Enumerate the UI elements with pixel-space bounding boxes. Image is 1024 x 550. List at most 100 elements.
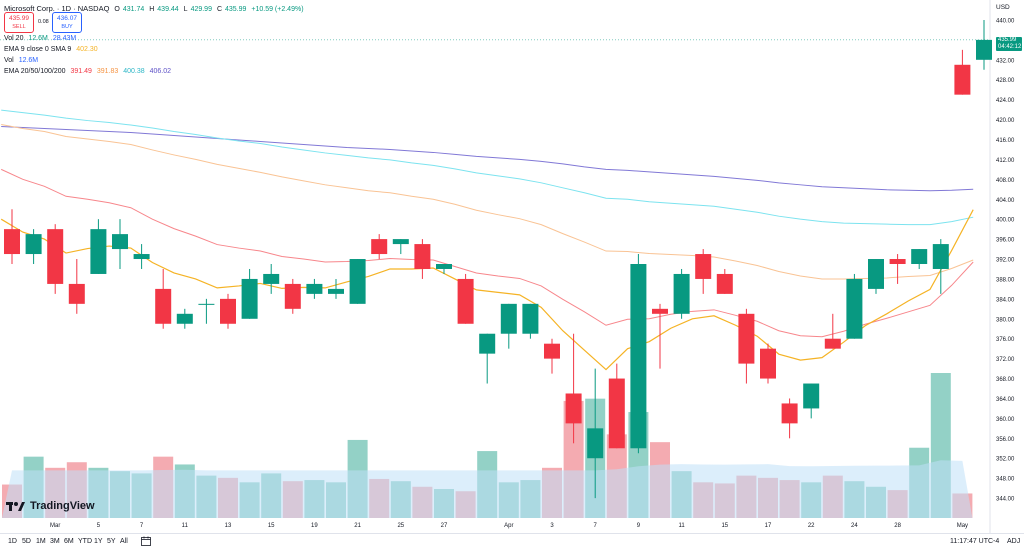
candle-body	[608, 378, 625, 449]
candle-body	[587, 428, 604, 459]
adjust-toggle[interactable]: ADJ	[1007, 538, 1021, 545]
buy-label: BUY	[61, 24, 73, 30]
timeframe-6m[interactable]: 6M	[64, 538, 74, 545]
candle-body	[112, 234, 128, 250]
timeframe-5d[interactable]: 5D	[22, 538, 31, 545]
y-tick-label: 416.00	[996, 138, 1015, 144]
candle-body	[695, 254, 712, 279]
candle-body	[392, 239, 409, 245]
ohlc-change-value: +10.59 (+2.49%)	[251, 6, 304, 13]
candle-body	[652, 308, 668, 314]
x-tick-label: 21	[354, 523, 361, 529]
bottom-toolbar: 1D 5D 1M 3M 6M YTD 1Y 5Y All 11:17:47 UT…	[0, 533, 1024, 550]
legend-ema-multi-row[interactable]: EMA 20/50/100/200 391.49 391.83 400.38 4…	[4, 68, 174, 75]
y-tick-label: 412.00	[996, 158, 1015, 164]
timeframe-1m[interactable]: 1M	[36, 538, 46, 545]
y-tick-label: 384.00	[996, 297, 1015, 303]
ohlc-close-label: C	[216, 6, 222, 13]
candle-body	[457, 278, 474, 324]
legend-ema9-row[interactable]: EMA 9 close 0 SMA 9 402.30	[4, 46, 101, 53]
timeframe-ytd[interactable]: YTD	[78, 538, 92, 545]
candle-body	[673, 273, 690, 314]
candle-body	[889, 259, 906, 264]
candle-body	[155, 288, 172, 324]
legend-vol2-row[interactable]: Vol 12.6M	[4, 57, 41, 64]
ohlc-high-label: H	[149, 6, 155, 13]
x-tick-label: 24	[851, 523, 858, 529]
volume-ma-area	[2, 460, 973, 518]
candle-body	[68, 283, 85, 304]
vol2-label: Vol	[4, 57, 14, 64]
clock-time[interactable]: 11:17:47 UTC-4	[950, 538, 1000, 545]
tradingview-logo-text: TradingView	[30, 500, 95, 512]
candle-body	[868, 259, 884, 289]
y-tick-label: 400.00	[996, 218, 1015, 224]
y-tick-label: 424.00	[996, 98, 1015, 104]
y-tick-label: 420.00	[996, 118, 1015, 124]
ema50-value: 391.83	[96, 68, 119, 75]
y-tick-label: 428.00	[996, 78, 1015, 84]
candle-body	[90, 229, 107, 274]
x-tick-label: Mar	[50, 523, 60, 529]
x-tick-label: 9	[637, 523, 641, 529]
candle-body	[220, 298, 236, 324]
vol-value-1: 12.6M	[28, 35, 48, 42]
candle-body	[738, 313, 755, 364]
timeframe-1d[interactable]: 1D	[8, 538, 17, 545]
candle-body	[176, 313, 193, 324]
y-tick-label: 396.00	[996, 238, 1015, 244]
candle-body	[328, 288, 344, 294]
y-tick-label: 352.00	[996, 457, 1015, 463]
candle-body	[4, 229, 20, 255]
vol2-value: 12.6M	[18, 57, 39, 64]
currency-label[interactable]: USD	[996, 4, 1010, 11]
ema200-value: 406.02	[149, 68, 171, 75]
symbol-title[interactable]: Microsoft Corp. · 1D · NASDAQ	[4, 4, 110, 13]
candle-body	[241, 278, 258, 319]
ema100-value: 400.38	[123, 68, 145, 75]
buy-button[interactable]: 436.07 BUY	[52, 12, 82, 33]
candle-body	[479, 333, 496, 354]
x-tick-label: 13	[225, 523, 232, 529]
current-price-tag: 435.99 04:42:12	[996, 37, 1022, 51]
ema9-line	[0, 209, 974, 371]
price-chart[interactable]: 344.00 348.00 352.00 356.00 360.00 364.00 368.…	[0, 0, 1024, 533]
legend-vol-row[interactable]: Vol 20 12.6M 28.43M	[4, 35, 79, 42]
candle-body	[436, 264, 452, 269]
sell-button[interactable]: 435.99 SELL	[4, 12, 34, 33]
ema-multi-label: EMA 20/50/100/200	[4, 68, 66, 75]
timeframe-5y[interactable]: 5Y	[107, 538, 116, 545]
candle-body	[630, 264, 647, 449]
ema20-value: 391.49	[70, 68, 92, 75]
x-tick-label: 25	[397, 523, 404, 529]
y-tick-label: 372.00	[996, 357, 1015, 363]
timeframe-all[interactable]: All	[120, 538, 128, 545]
calendar-icon[interactable]	[141, 536, 151, 548]
x-tick-label: 22	[808, 523, 815, 529]
x-tick-label: Apr	[504, 523, 513, 529]
x-tick-label: 11	[182, 523, 189, 529]
ohlc-close-value: 435.99	[225, 6, 247, 13]
y-tick-label: 360.00	[996, 417, 1015, 423]
candle-body	[522, 303, 539, 334]
ema9-label: EMA 9 close 0 SMA 9	[4, 46, 72, 53]
ema9-value: 402.30	[76, 46, 98, 53]
tradingview-logo[interactable]: TradingView	[6, 500, 95, 512]
y-tick-label: 380.00	[996, 317, 1015, 323]
y-tick-label: 344.00	[996, 497, 1015, 503]
candle-body	[846, 278, 863, 339]
candle-body	[932, 244, 949, 269]
candle-body	[133, 254, 150, 260]
timeframe-3m[interactable]: 3M	[50, 538, 60, 545]
ema50-line	[1, 124, 974, 280]
candle-body	[716, 273, 733, 294]
ema20-line	[0, 168, 974, 338]
x-tick-label: 11	[678, 523, 685, 529]
x-tick-label: 15	[721, 523, 728, 529]
candle-body	[25, 234, 42, 255]
ohlc-high-value: 439.44	[157, 6, 179, 13]
tradingview-mark-icon	[6, 500, 26, 512]
candle-body	[349, 259, 366, 304]
timeframe-1y[interactable]: 1Y	[94, 538, 103, 545]
candle-body	[371, 239, 388, 255]
